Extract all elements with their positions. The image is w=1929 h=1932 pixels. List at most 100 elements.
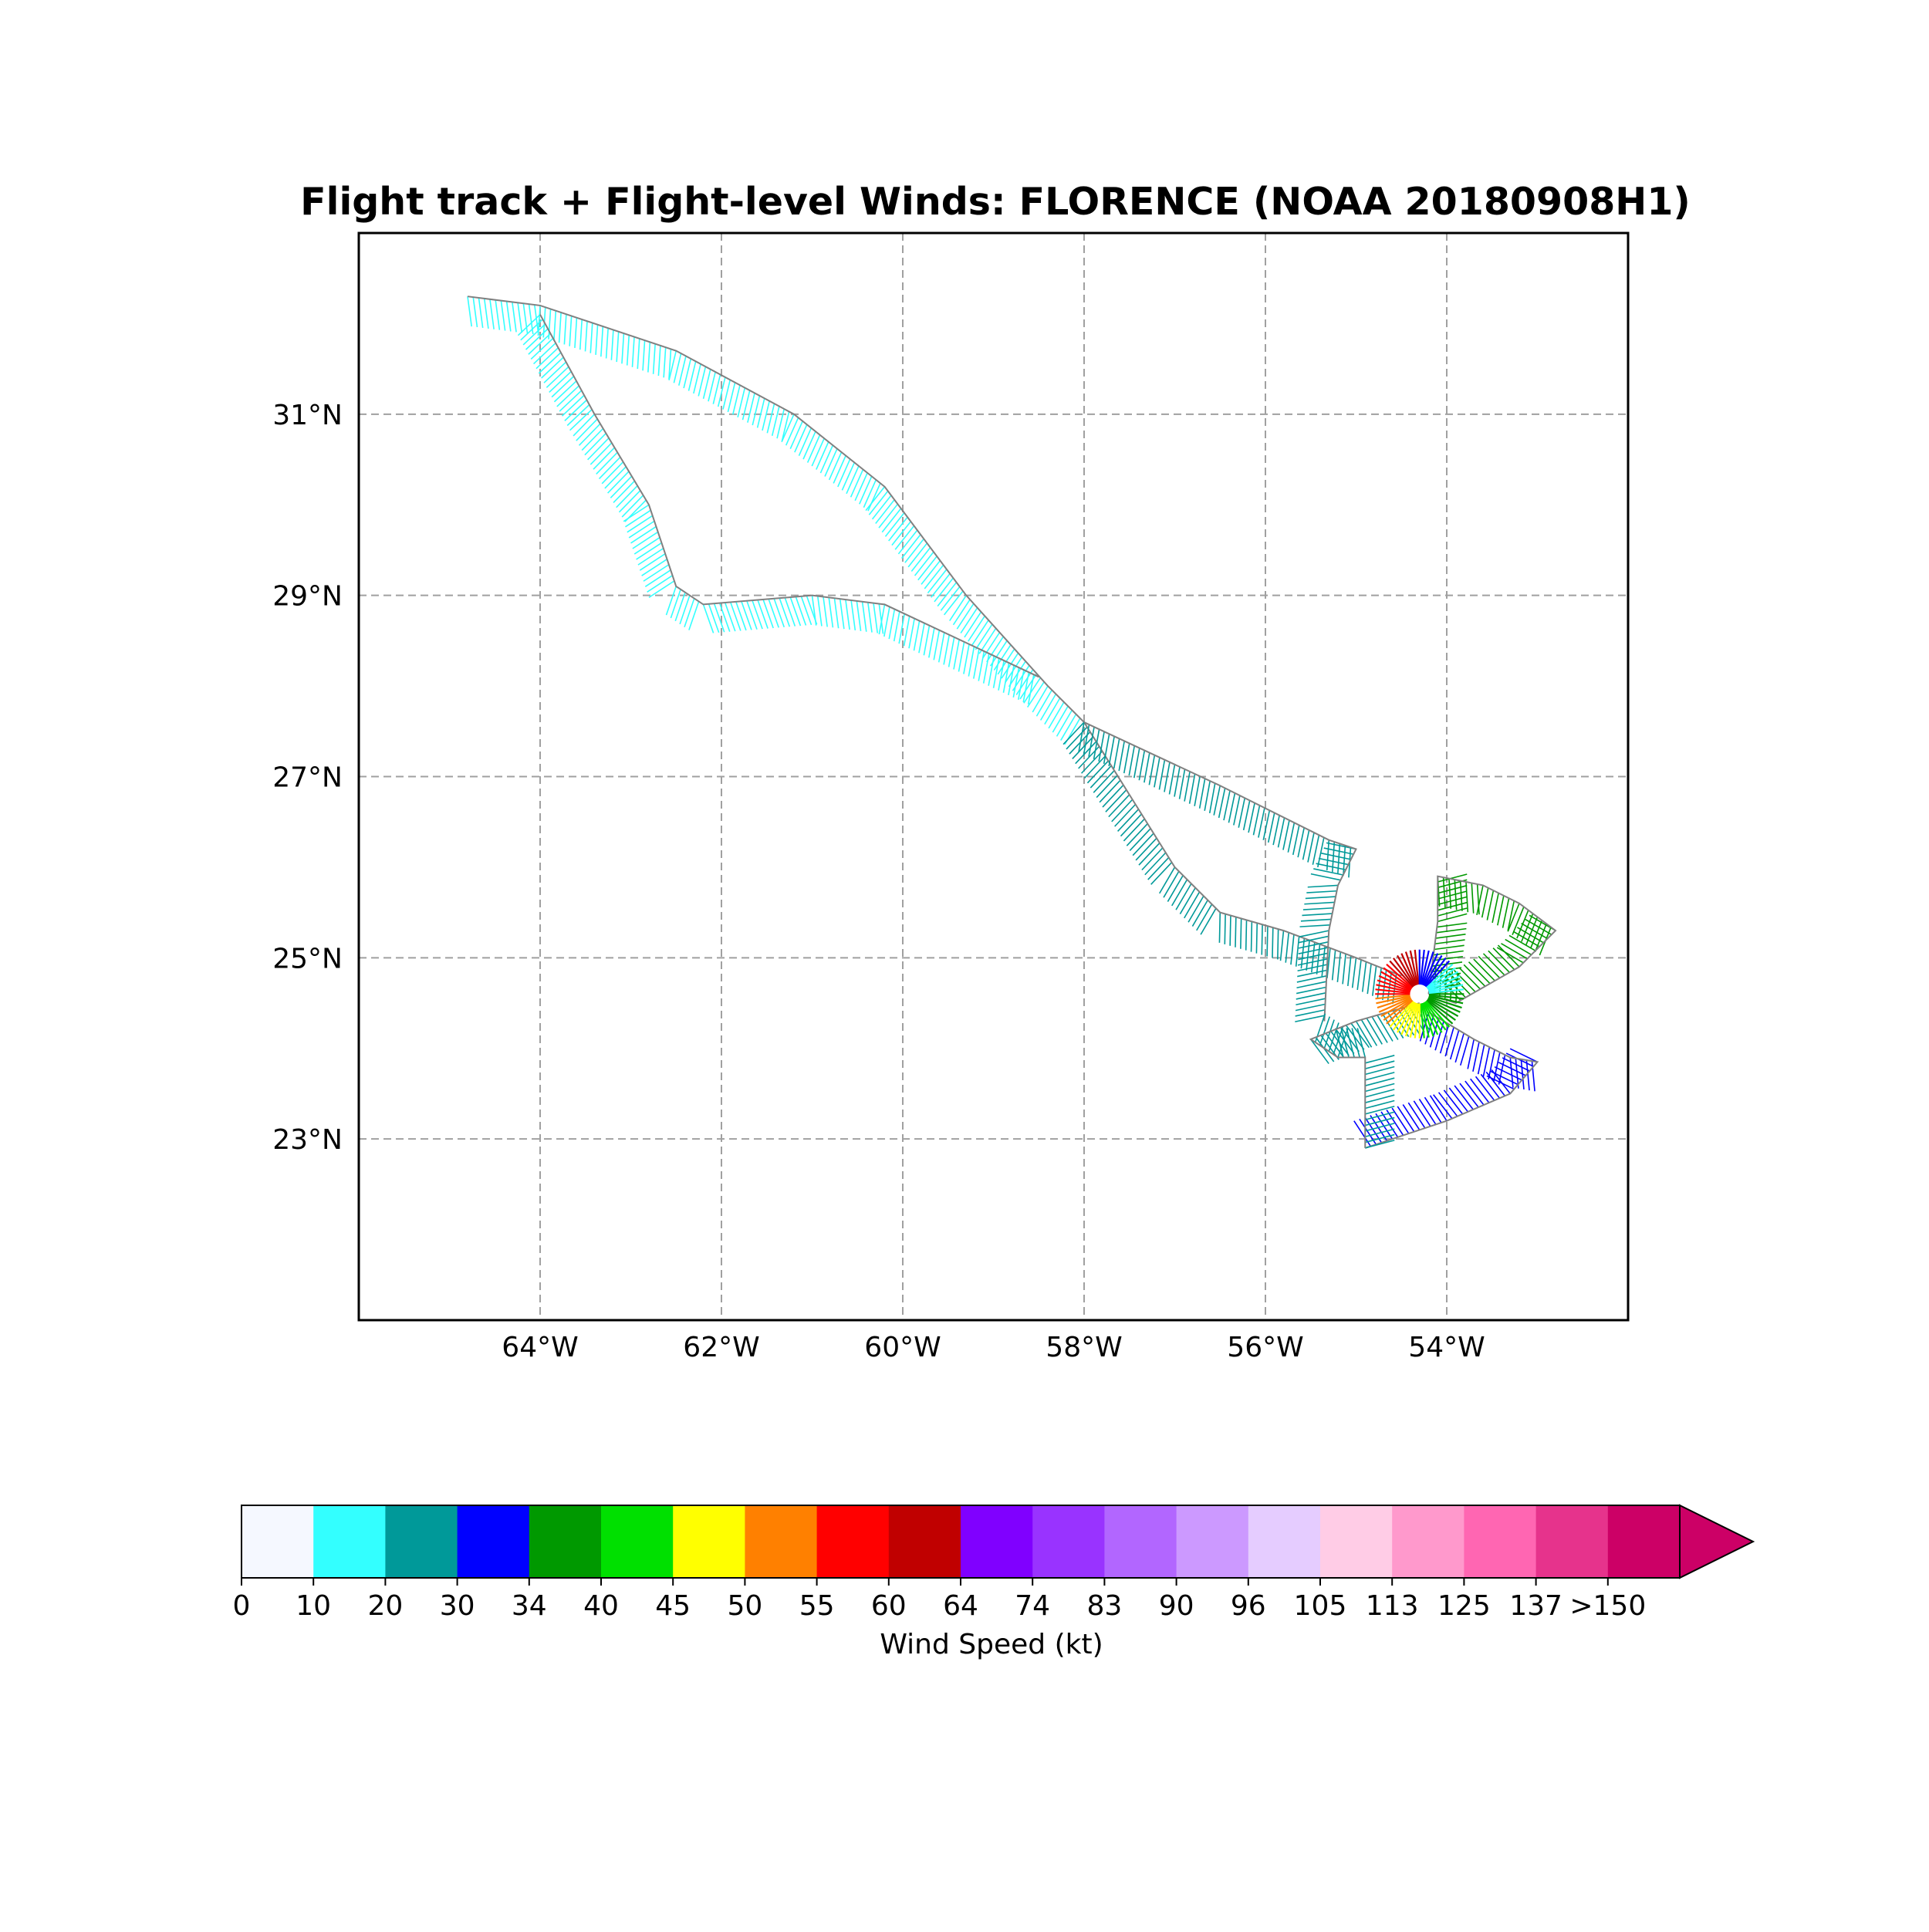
wind-barb bbox=[948, 637, 955, 667]
wind-barb bbox=[1240, 918, 1242, 949]
wind-barb bbox=[798, 427, 812, 456]
wind-barb bbox=[1365, 1083, 1395, 1093]
wind-barb bbox=[1299, 935, 1329, 944]
wind-barb bbox=[533, 304, 539, 336]
wind-barb bbox=[776, 408, 785, 439]
wind-barb bbox=[1436, 927, 1467, 934]
flight-track-line bbox=[1427, 875, 1557, 1005]
wind-barb bbox=[1295, 1003, 1326, 1012]
wind-barb bbox=[1433, 1094, 1453, 1120]
wind-barb bbox=[927, 569, 948, 594]
wind-barb bbox=[665, 586, 677, 616]
wind-barb bbox=[1102, 784, 1124, 808]
wind-barb bbox=[1229, 915, 1231, 946]
colorbar-tick-label: 96 bbox=[1231, 1590, 1266, 1622]
wind-barb bbox=[1478, 955, 1501, 979]
wind-barb bbox=[648, 580, 675, 599]
wind-barb bbox=[1459, 1083, 1479, 1108]
wind-barb bbox=[982, 632, 1001, 659]
wind-barb bbox=[867, 482, 881, 512]
lon-tick-label: 56°W bbox=[1227, 1332, 1303, 1363]
wind-barb bbox=[893, 611, 900, 642]
wind-barb bbox=[1279, 931, 1285, 961]
wind-barb bbox=[1437, 1092, 1458, 1117]
wind-barb bbox=[913, 620, 921, 651]
colorbar-tick-label: 105 bbox=[1294, 1590, 1347, 1622]
wind-barb bbox=[971, 620, 989, 646]
wind-barb bbox=[559, 390, 583, 412]
wind-barb bbox=[944, 590, 964, 616]
wind-barb bbox=[1018, 670, 1025, 701]
wind-barb bbox=[1194, 775, 1201, 806]
wind-barb bbox=[732, 384, 741, 415]
flight-track-line bbox=[539, 314, 1039, 678]
wind-barb bbox=[1295, 1009, 1326, 1017]
wind-barb bbox=[1437, 873, 1468, 883]
wind-barb bbox=[789, 596, 802, 627]
core-barb bbox=[1380, 998, 1412, 1018]
core-barb bbox=[1428, 984, 1464, 993]
wind-barb bbox=[1371, 965, 1377, 996]
wind-barb bbox=[722, 380, 731, 410]
lon-tick-label: 62°W bbox=[683, 1332, 759, 1363]
wind-barb bbox=[1144, 852, 1167, 876]
wind-barb bbox=[1365, 1055, 1395, 1064]
wind-barb bbox=[1437, 913, 1468, 923]
wind-barb bbox=[590, 442, 613, 465]
wind-barb bbox=[1377, 968, 1382, 998]
wind-barb bbox=[1235, 917, 1237, 947]
wind-barb bbox=[1365, 1140, 1395, 1149]
wind-barb bbox=[1444, 1027, 1454, 1057]
wind-barb bbox=[949, 595, 967, 621]
flight-track-layer bbox=[467, 296, 1557, 1149]
wind-barb bbox=[1360, 1019, 1378, 1046]
colorbar-tick-label: 45 bbox=[655, 1590, 691, 1622]
colorbar-tick-label: 50 bbox=[727, 1590, 762, 1622]
wind-barb bbox=[1158, 759, 1166, 790]
wind-barb bbox=[632, 531, 659, 549]
core-barb bbox=[1393, 958, 1415, 987]
colorbar-swatch bbox=[242, 1505, 314, 1578]
wind-barb bbox=[1292, 825, 1300, 856]
wind-barb bbox=[708, 603, 720, 633]
wind-barb bbox=[1365, 1060, 1395, 1069]
wind-barb bbox=[1026, 681, 1045, 708]
wind-barb bbox=[1129, 828, 1151, 851]
wind-barb bbox=[968, 646, 975, 677]
wind-barb bbox=[752, 395, 761, 426]
core-barb bbox=[1383, 967, 1413, 989]
wind-speed-colorbar: 0 10 20 30 34 40 45 50 55 60 64 74 83 90 96 105 113 125 13… bbox=[233, 1504, 1755, 1622]
wind-barb bbox=[875, 499, 895, 524]
wind-barb bbox=[1491, 1069, 1511, 1094]
core-barb bbox=[1427, 971, 1459, 991]
wind-barb bbox=[1464, 1080, 1485, 1106]
wind-barb bbox=[1154, 757, 1160, 788]
wind-barb bbox=[789, 421, 803, 450]
core-barb bbox=[1424, 958, 1447, 987]
wind-barb bbox=[819, 444, 834, 474]
wind-barb bbox=[794, 424, 808, 453]
wind-barb bbox=[1078, 721, 1085, 752]
wind-barb bbox=[1027, 674, 1035, 705]
wind-barb bbox=[871, 495, 892, 520]
wind-barb bbox=[742, 390, 751, 421]
wind-barb bbox=[833, 598, 840, 629]
core-barb bbox=[1421, 1003, 1430, 1038]
wind-barb bbox=[1138, 750, 1146, 781]
wind-barb bbox=[1111, 799, 1133, 822]
wind-barb bbox=[702, 369, 711, 400]
core-barb bbox=[1427, 997, 1461, 1013]
wind-barb bbox=[781, 414, 795, 443]
core-barb bbox=[1404, 1002, 1417, 1037]
wind-barb bbox=[1476, 883, 1480, 915]
colorbar-swatch bbox=[1248, 1505, 1321, 1578]
wind-barb bbox=[953, 639, 960, 670]
longitude-ticks: 64°W 62°W 60°W 58°W 56°W 54°W bbox=[502, 1332, 1485, 1363]
wind-barb bbox=[1463, 964, 1486, 987]
wind-barb bbox=[1365, 1106, 1395, 1115]
wind-barb bbox=[766, 403, 775, 434]
wind-barb bbox=[1365, 1116, 1395, 1126]
core-barb bbox=[1424, 1001, 1447, 1031]
core-barb bbox=[1427, 974, 1461, 991]
